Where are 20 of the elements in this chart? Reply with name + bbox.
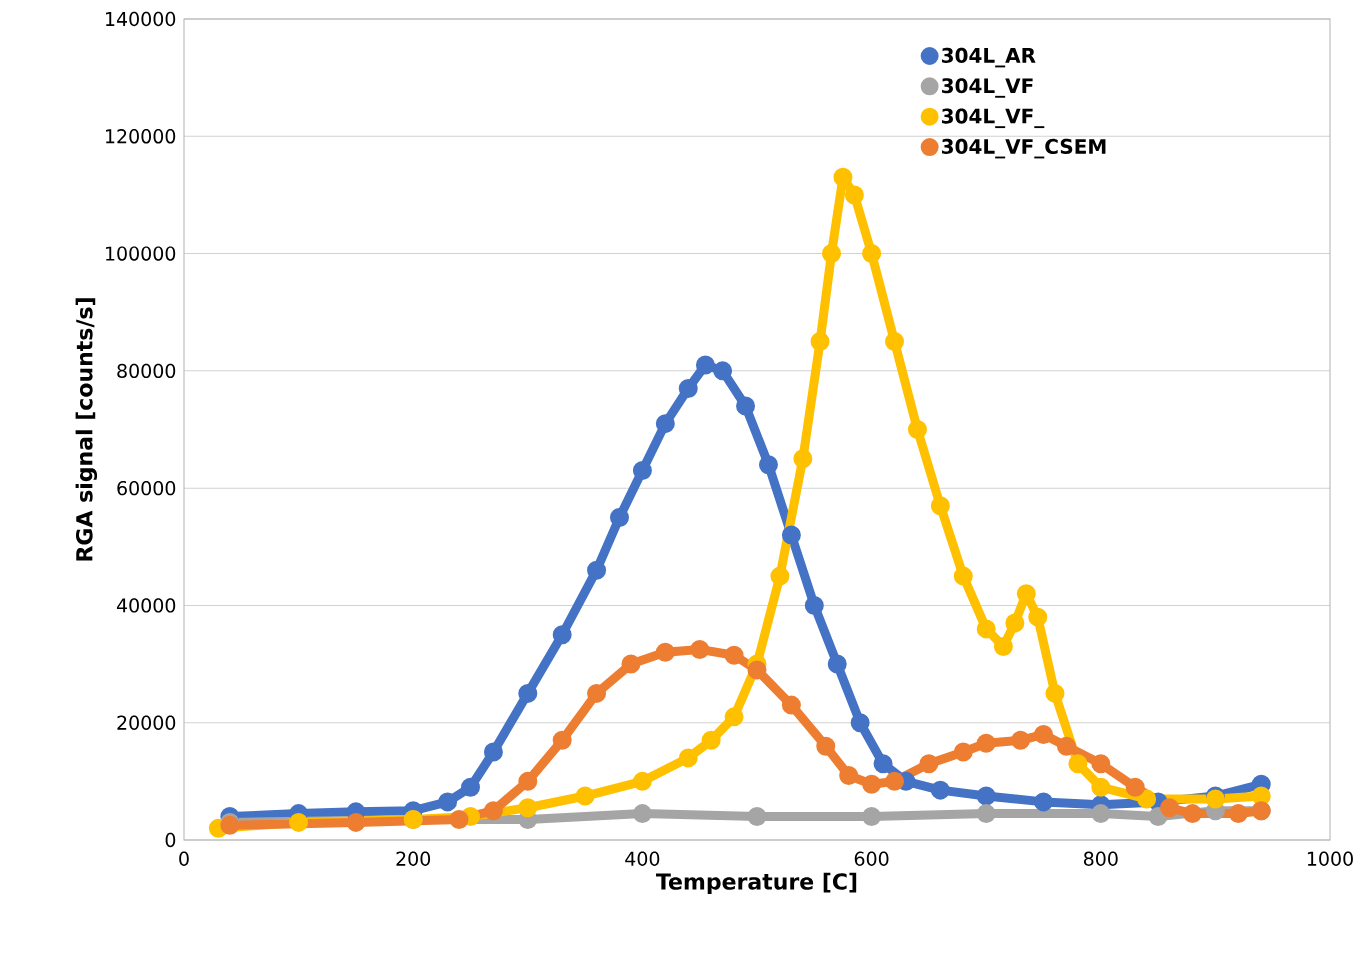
legend-label: 304L_VF_CSEM: [941, 138, 1106, 159]
y-tick-label: 40000: [116, 598, 176, 613]
x-axis-title: Temperature [C]: [656, 872, 857, 895]
x-tick-label: 400: [625, 851, 660, 866]
y-tick-label: 0: [165, 832, 176, 848]
x-tick-label: 200: [396, 851, 431, 866]
y-axis-title: RGA signal [counts/s]: [75, 298, 98, 561]
legend-label: 304L_VF: [941, 78, 1033, 98]
x-tick-label: 600: [854, 851, 889, 866]
y-tick-label: 80000: [117, 363, 176, 379]
legend-label: 304L_AR: [941, 47, 1036, 68]
legend-label: 304L_VF_: [941, 108, 1045, 129]
y-tick-label: 60000: [117, 480, 176, 496]
y-tick-label: 120000: [106, 129, 176, 144]
x-tick-label: 800: [1083, 851, 1118, 866]
y-tick-label: 20000: [117, 715, 176, 730]
x-tick-label: 1000: [1307, 851, 1353, 866]
y-tick-label: 100000: [106, 246, 176, 261]
y-tick-label: 140000: [106, 11, 176, 27]
x-tick-label: 0: [179, 851, 189, 866]
